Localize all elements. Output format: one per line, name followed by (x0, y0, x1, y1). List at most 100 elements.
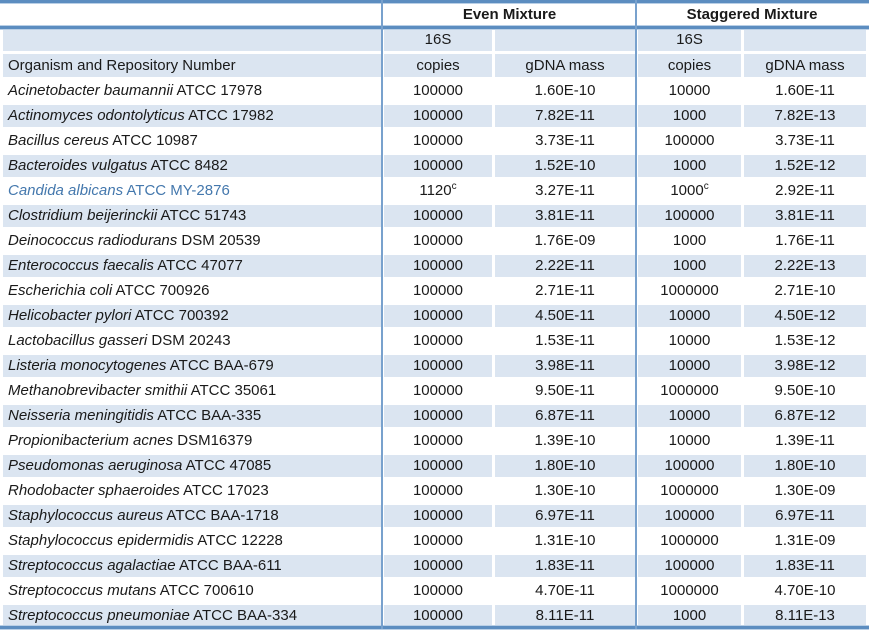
even-16s-copies-cell: 100000 (384, 605, 492, 627)
organism-cell: Rhodobacter sphaeroides ATCC 17023 (3, 480, 381, 502)
staggered-16s-copies-cell: 100000 (638, 455, 741, 477)
even-16s-copies-cell: 100000 (384, 255, 492, 277)
table-row: Clostridium beijerinckii ATCC 51743 1000… (3, 205, 866, 227)
even-gdna-mass-cell: 1.52E-10 (495, 155, 635, 177)
staggered-gdna-mass-cell: 2.22E-13 (744, 255, 866, 277)
staggered-16s-copies-cell: 1000 (638, 105, 741, 127)
staggered-16s-copies-cell: 1000000 (638, 380, 741, 402)
even-gdna-mass-cell: 3.81E-11 (495, 205, 635, 227)
staggered-16s-copies-cell: 1000c (638, 180, 741, 202)
organism-cell: Bacteroides vulgatus ATCC 8482 (3, 155, 381, 177)
organism-binomial: Actinomyces odontolyticus (8, 107, 185, 124)
table-row: Helicobacter pylori ATCC 700392 100000 4… (3, 305, 866, 327)
staggered-gdna-mass-cell: 1.60E-11 (744, 80, 866, 102)
column-header-row: Organism and Repository Number copies gD… (3, 54, 866, 77)
subheader-spacer (495, 29, 635, 51)
table-row: Listeria monocytogenes ATCC BAA-679 1000… (3, 355, 866, 377)
staggered-16s-label: 16S (638, 29, 741, 51)
staggered-gdna-mass-cell: 3.98E-12 (744, 355, 866, 377)
staggered-gdna-mass-cell: 1.53E-12 (744, 330, 866, 352)
table-row: Streptococcus agalactiae ATCC BAA-611 10… (3, 555, 866, 577)
organism-cell: Lactobacillus gasseri DSM 20243 (3, 330, 381, 352)
organism-binomial: Propionibacterium acnes (8, 432, 174, 449)
staggered-section-left-rule (635, 0, 637, 629)
staggered-16s-copies-cell: 10000 (638, 355, 741, 377)
organism-cell: Actinomyces odontolyticus ATCC 17982 (3, 105, 381, 127)
even-16s-copies-cell: 100000 (384, 80, 492, 102)
even-16s-copies-cell: 100000 (384, 580, 492, 602)
organism-strain: ATCC BAA-611 (175, 557, 282, 574)
staggered-16s-copies-cell: 10000 (638, 80, 741, 102)
even-gdna-mass-cell: 8.11E-11 (495, 605, 635, 627)
organism-binomial: Acinetobacter baumannii (8, 82, 174, 99)
organism-cell: Streptococcus agalactiae ATCC BAA-611 (3, 555, 381, 577)
even-16s-copies-cell: 100000 (384, 430, 492, 452)
organism-strain: ATCC BAA-334 (189, 607, 298, 624)
staggered-gdna-mass-cell: 2.71E-10 (744, 280, 866, 302)
even-16s-copies-cell: 100000 (384, 280, 492, 302)
even-gdna-mass-cell: 1.39E-10 (495, 430, 635, 452)
even-gdna-mass-cell: 1.76E-09 (495, 230, 635, 252)
table-row: Acinetobacter baumannii ATCC 17978 10000… (3, 80, 866, 102)
organism-strain: DSM 20243 (147, 332, 231, 349)
subheader-spacer (744, 29, 866, 51)
subheader-spacer (3, 29, 381, 51)
organism-strain: ATCC BAA-1718 (163, 507, 279, 524)
staggered-16s-copies-cell: 1000 (638, 605, 741, 627)
even-gdna-column-header: gDNA mass (495, 54, 635, 77)
table-row: Pseudomonas aeruginosa ATCC 47085 100000… (3, 455, 866, 477)
table-row: Bacillus cereus ATCC 10987 100000 3.73E-… (3, 130, 866, 152)
organism-strain: ATCC MY-2876 (123, 182, 230, 199)
staggered-16s-copies-cell: 10000 (638, 430, 741, 452)
staggered-16s-copies-cell: 1000 (638, 230, 741, 252)
table-row: Candida albicans ATCC MY-2876 1120c 3.27… (3, 180, 866, 202)
organism-binomial: Escherichia coli (8, 282, 113, 299)
group-header-underline-rule (0, 26, 869, 29)
group-header-spacer (3, 3, 381, 26)
organism-cell: Streptococcus mutans ATCC 700610 (3, 580, 381, 602)
even-16s-copies-cell: 100000 (384, 155, 492, 177)
table-row: Escherichia coli ATCC 700926 100000 2.71… (3, 280, 866, 302)
staggered-gdna-mass-cell: 1.83E-11 (744, 555, 866, 577)
table-row: Methanobrevibacter smithii ATCC 35061 10… (3, 380, 866, 402)
table-header: Even Mixture Staggered Mixture 16S 16S O… (3, 3, 866, 77)
organism-binomial: Lactobacillus gasseri (8, 332, 148, 349)
organism-strain: ATCC 17023 (179, 482, 269, 499)
even-gdna-mass-cell: 2.71E-11 (495, 280, 635, 302)
staggered-mixture-group-header: Staggered Mixture (638, 3, 866, 26)
even-gdna-mass-cell: 6.97E-11 (495, 505, 635, 527)
group-header-row: Even Mixture Staggered Mixture (3, 3, 866, 26)
table-top-rule (0, 0, 869, 3)
staggered-16s-copies-cell: 1000000 (638, 280, 741, 302)
organism-strain: ATCC 51743 (157, 207, 247, 224)
even-section-left-rule (381, 0, 383, 629)
organism-strain: ATCC 700926 (112, 282, 210, 299)
staggered-16s-copies-cell: 1000000 (638, 580, 741, 602)
organism-cell: Enterococcus faecalis ATCC 47077 (3, 255, 381, 277)
staggered-gdna-mass-cell: 2.92E-11 (744, 180, 866, 202)
organism-strain: DSM 20539 (177, 232, 261, 249)
table-row: Streptococcus pneumoniae ATCC BAA-334 10… (3, 605, 866, 627)
even-16s-copies-cell: 100000 (384, 530, 492, 552)
even-16s-copies-cell: 100000 (384, 405, 492, 427)
organism-cell: Methanobrevibacter smithii ATCC 35061 (3, 380, 381, 402)
organism-binomial: Streptococcus agalactiae (8, 557, 176, 574)
even-16s-copies-cell: 100000 (384, 555, 492, 577)
organism-binomial: Clostridium beijerinckii (8, 207, 158, 224)
even-gdna-mass-cell: 1.31E-10 (495, 530, 635, 552)
even-16s-label: 16S (384, 29, 492, 51)
organism-binomial: Helicobacter pylori (8, 307, 132, 324)
organism-strain: ATCC 17978 (173, 82, 263, 99)
staggered-gdna-column-header: gDNA mass (744, 54, 866, 77)
staggered-16s-copies-cell: 100000 (638, 130, 741, 152)
organism-cell: Listeria monocytogenes ATCC BAA-679 (3, 355, 381, 377)
even-gdna-mass-cell: 1.53E-11 (495, 330, 635, 352)
staggered-gdna-mass-cell: 1.76E-11 (744, 230, 866, 252)
organism-strain: ATCC 35061 (187, 382, 277, 399)
organism-binomial: Listeria monocytogenes (8, 357, 167, 374)
even-16s-copies-cell: 100000 (384, 305, 492, 327)
organism-strain: ATCC 47085 (182, 457, 272, 474)
staggered-copies-column-header: copies (638, 54, 741, 77)
staggered-gdna-mass-cell: 9.50E-10 (744, 380, 866, 402)
